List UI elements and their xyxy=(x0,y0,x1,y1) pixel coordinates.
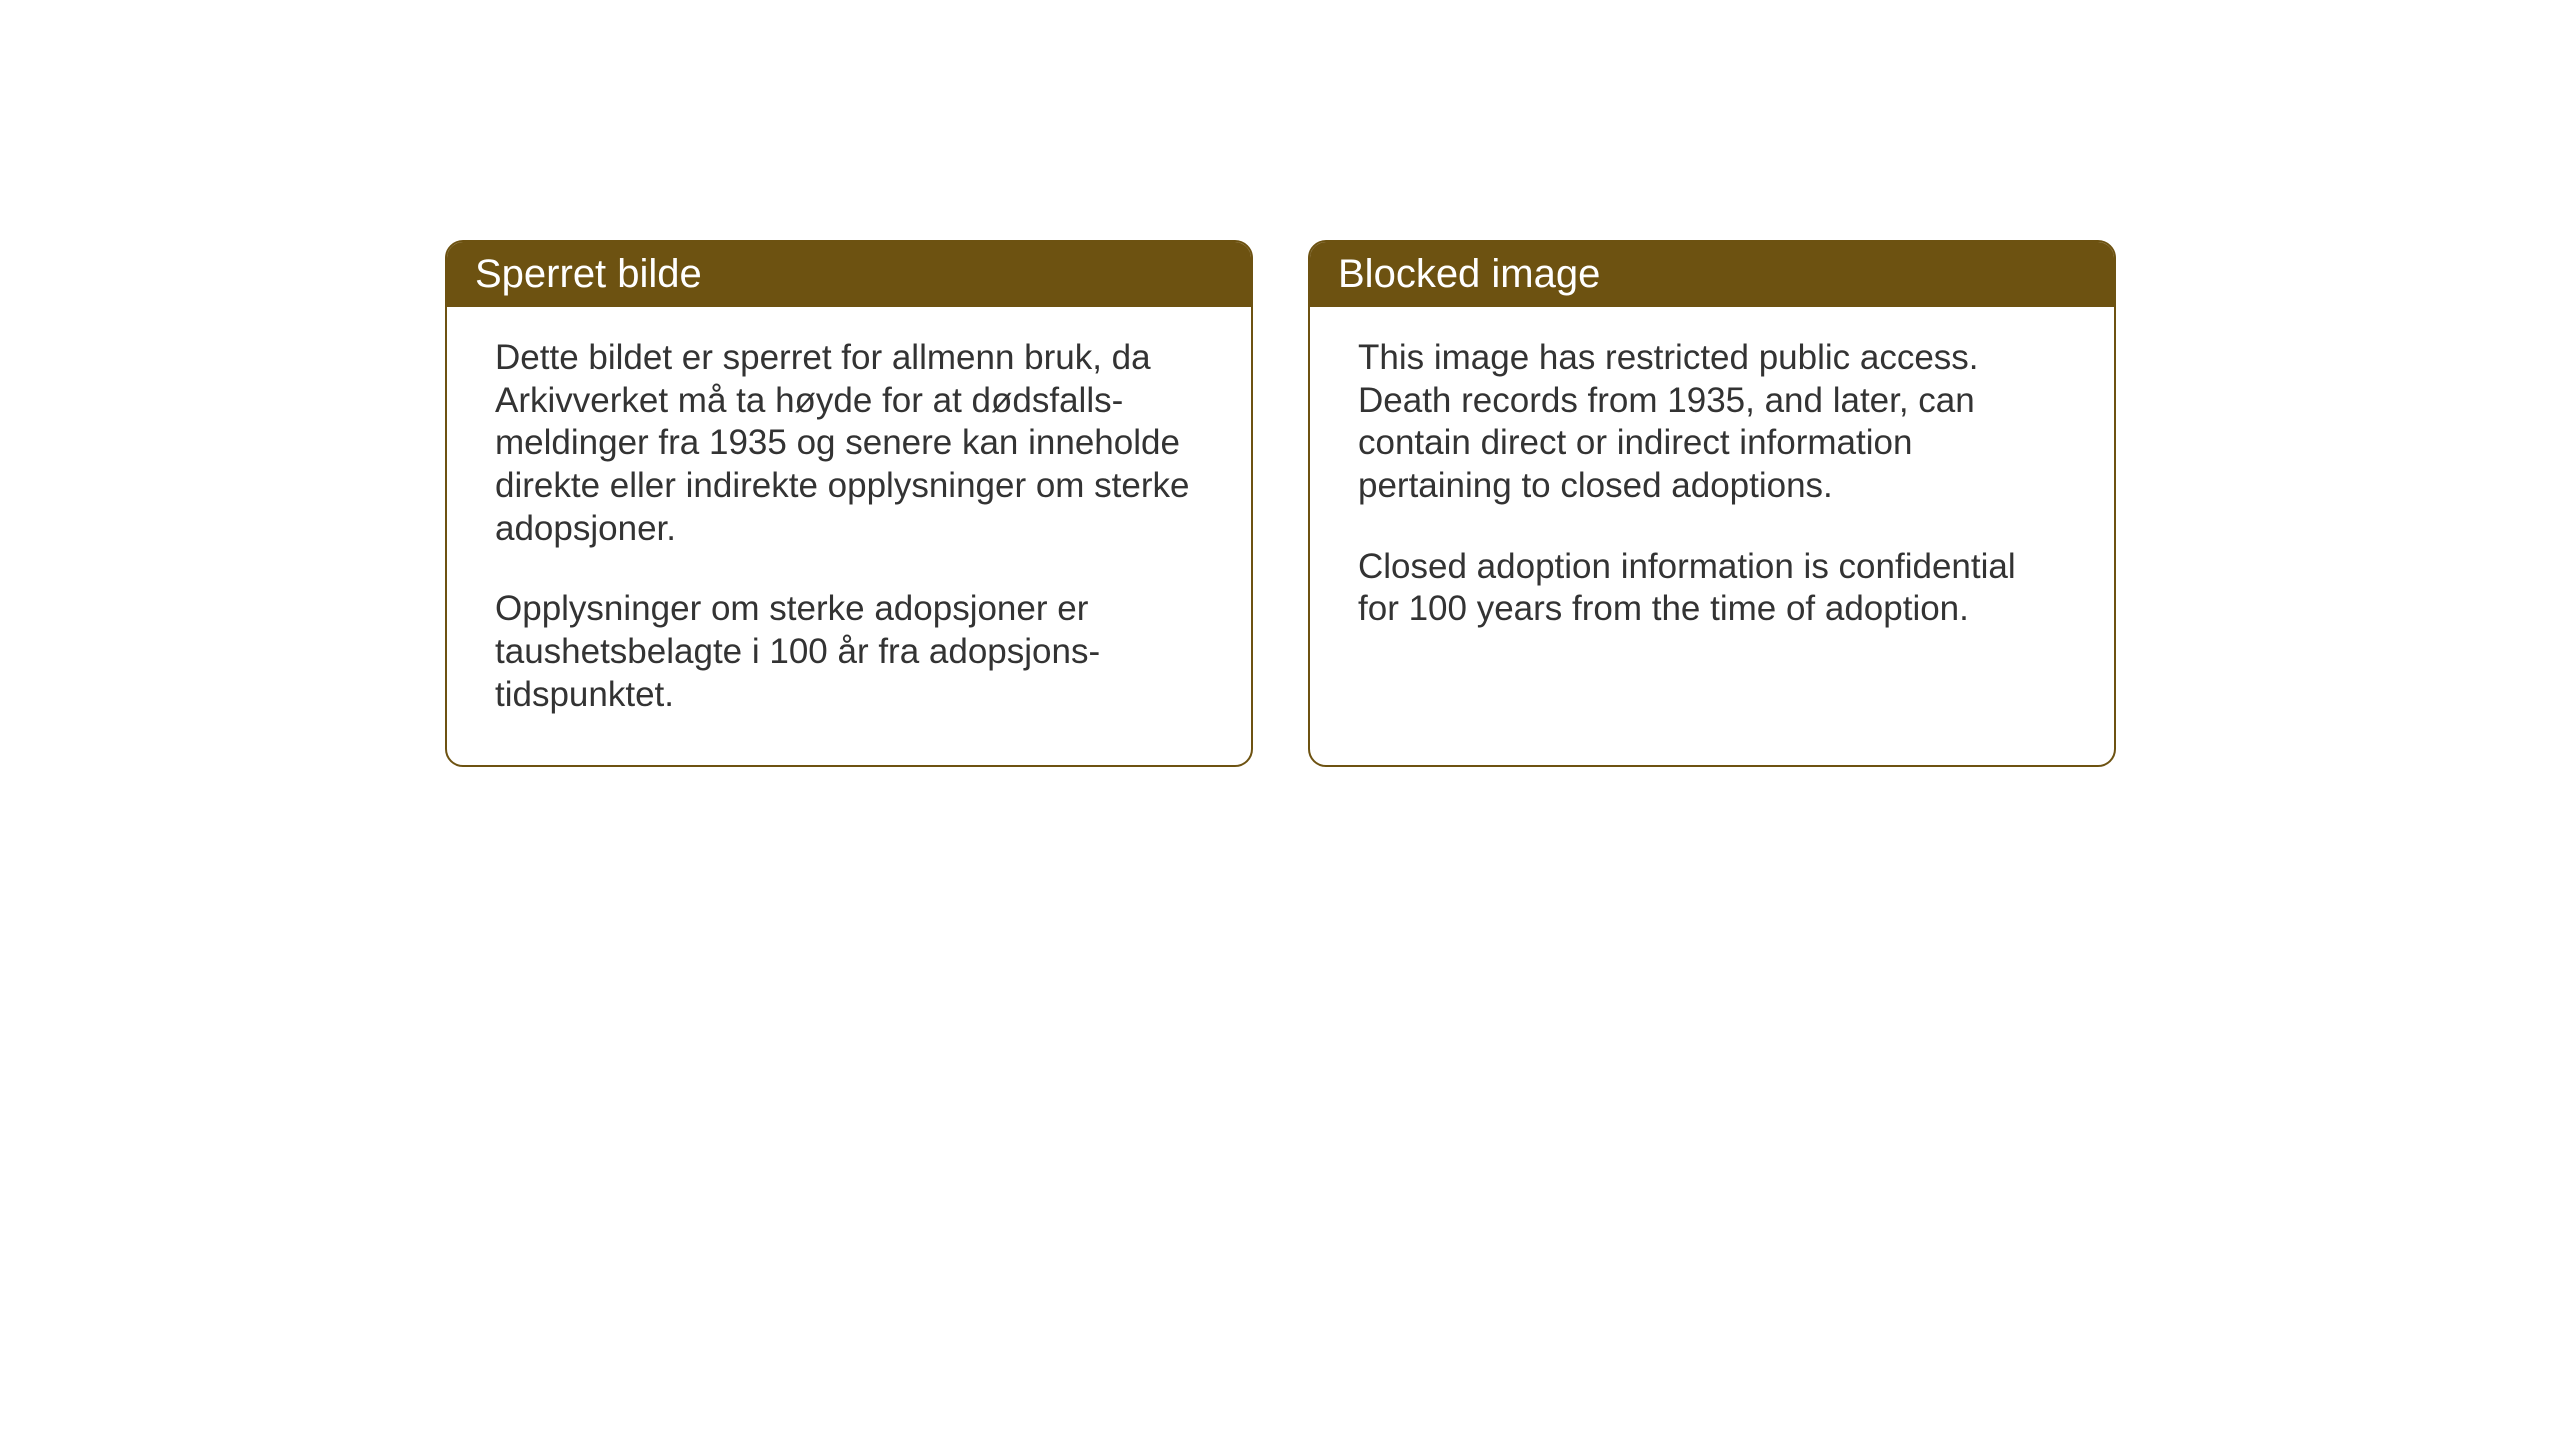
norwegian-card-body: Dette bildet er sperret for allmenn bruk… xyxy=(447,307,1251,765)
norwegian-paragraph-2: Opplysninger om sterke adopsjoner er tau… xyxy=(495,588,1203,716)
english-card: Blocked image This image has restricted … xyxy=(1308,240,2116,767)
norwegian-card-title: Sperret bilde xyxy=(475,252,702,296)
english-card-title: Blocked image xyxy=(1338,252,1600,296)
notice-container: Sperret bilde Dette bildet er sperret fo… xyxy=(445,240,2116,767)
norwegian-paragraph-1: Dette bildet er sperret for allmenn bruk… xyxy=(495,337,1203,550)
english-card-body: This image has restricted public access.… xyxy=(1310,307,2114,679)
english-card-header: Blocked image xyxy=(1310,242,2114,307)
english-paragraph-1: This image has restricted public access.… xyxy=(1358,337,2066,508)
norwegian-card: Sperret bilde Dette bildet er sperret fo… xyxy=(445,240,1253,767)
norwegian-card-header: Sperret bilde xyxy=(447,242,1251,307)
english-paragraph-2: Closed adoption information is confident… xyxy=(1358,546,2066,631)
